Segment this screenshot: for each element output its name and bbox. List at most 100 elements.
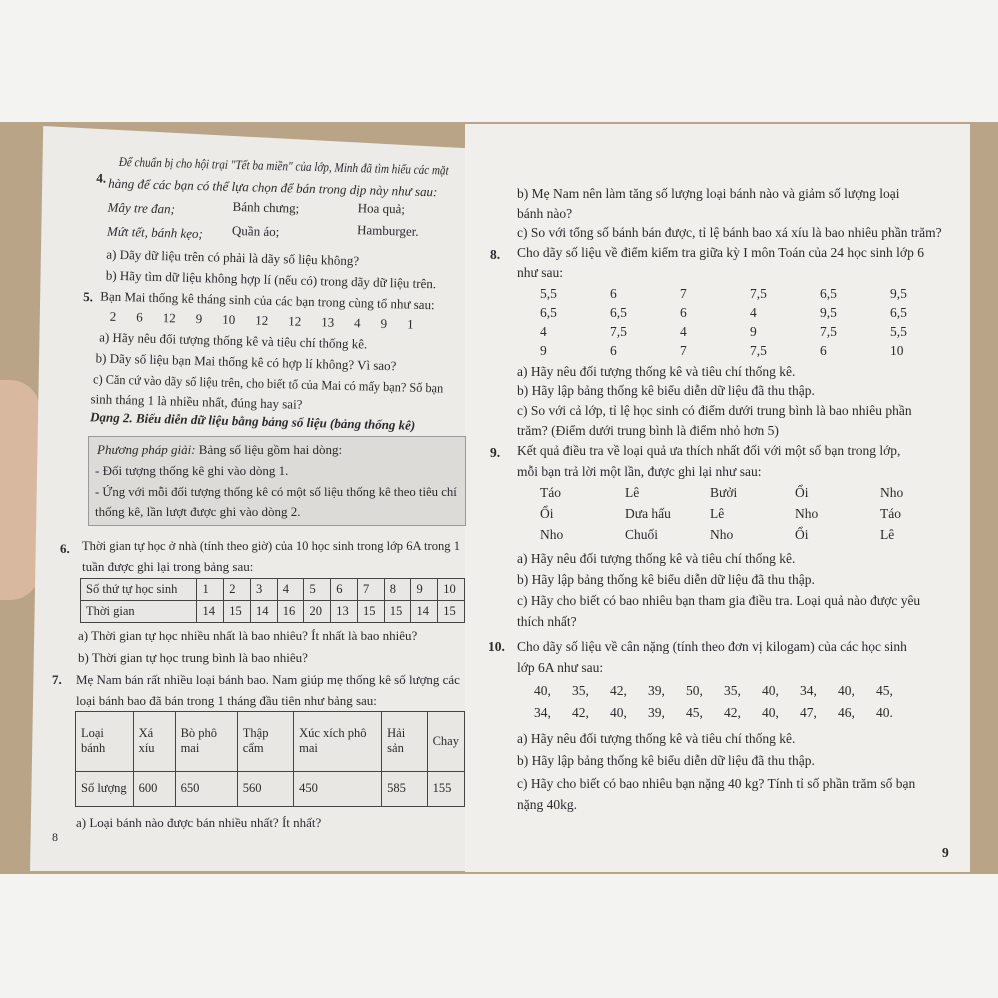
value-cell: Nho bbox=[710, 527, 734, 542]
table-row: Thời gian 14 15 14 16 20 13 15 15 14 15 bbox=[79, 600, 465, 623]
value-cell: 40, bbox=[838, 683, 855, 698]
q4-item: Hamburger. bbox=[356, 222, 419, 239]
q4-item: Quần áo; bbox=[231, 222, 280, 240]
table-row: Loại bánh Xá xíu Bò phô mai Thập cẩm Xúc xíc… bbox=[75, 711, 466, 772]
table-cell: 9 bbox=[410, 578, 439, 601]
q4-item: Hoa quả; bbox=[357, 200, 406, 217]
q9-text: mỗi bạn trả lời một lần, được ghi lại nh… bbox=[517, 464, 762, 479]
q7-text: Mẹ Nam bán rất nhiều loại bánh bao. Nam … bbox=[76, 672, 460, 687]
q5-value: 4 bbox=[353, 315, 361, 331]
method-box: Phương pháp giải: Bảng số liệu gồm hai d… bbox=[88, 436, 466, 526]
q8-text: Cho dãy số liệu về điểm kiểm tra giữa kỳ… bbox=[517, 245, 924, 260]
table-cell: 585 bbox=[381, 770, 428, 808]
q6-question-b: b) Thời gian tự học trung bình là bao nh… bbox=[78, 650, 308, 665]
table-cell: 7 bbox=[356, 578, 385, 601]
q8-question-a: a) Hãy nêu đối tượng thống kê và tiêu ch… bbox=[517, 364, 796, 379]
table-cell: 14 bbox=[249, 600, 278, 623]
q6-text: Thời gian tự học ở nhà (tính theo giờ) c… bbox=[82, 538, 461, 553]
table-cell: 15 bbox=[223, 600, 251, 623]
q10-text: lớp 6A như sau: bbox=[517, 660, 604, 675]
q5-value: 9 bbox=[380, 315, 388, 332]
value-cell: Lê bbox=[625, 485, 640, 500]
q6-number: 6. bbox=[60, 541, 70, 556]
value-cell: 42, bbox=[610, 683, 627, 698]
value-cell: Chuối bbox=[625, 527, 659, 542]
value-cell: 50, bbox=[686, 683, 703, 698]
table-cell: 15 bbox=[437, 600, 465, 623]
method-label: Phương pháp giải: bbox=[97, 442, 196, 457]
q8-text: như sau: bbox=[517, 265, 563, 280]
table-cell: 1 bbox=[196, 578, 225, 601]
q10-text: Cho dãy số liệu về cân nặng (tính theo đ… bbox=[517, 639, 907, 654]
value-cell: 46, bbox=[838, 705, 855, 720]
value-cell: 40. bbox=[876, 705, 893, 720]
table-cell: Số thứ tự học sinh bbox=[79, 578, 198, 601]
table-cell: Loại bánh bbox=[75, 711, 134, 772]
q10-question-a: a) Hãy nêu đối tượng thống kê và tiêu ch… bbox=[517, 731, 796, 746]
value-cell: Táo bbox=[540, 485, 561, 500]
q7-number: 7. bbox=[52, 672, 62, 687]
value-cell: 6,5 bbox=[820, 286, 837, 301]
value-cell: 6,5 bbox=[610, 305, 627, 320]
table-cell: Chay bbox=[426, 711, 466, 772]
hand bbox=[0, 380, 40, 600]
table-cell: 600 bbox=[132, 770, 176, 808]
right-page bbox=[465, 124, 970, 872]
q5-number: 5. bbox=[83, 289, 94, 305]
method-line: - Ứng với mỗi đối tượng thống kê có một … bbox=[95, 484, 457, 499]
q7-question-b: b) Mẹ Nam nên làm tăng số lượng loại bán… bbox=[517, 186, 900, 201]
value-cell: 5,5 bbox=[890, 324, 907, 339]
table-cell: 6 bbox=[330, 578, 358, 601]
value-cell: 47, bbox=[800, 705, 817, 720]
page-number: 9 bbox=[942, 845, 949, 860]
q8-question-b: b) Hãy lập bảng thống kê biểu diễn dữ li… bbox=[517, 383, 815, 398]
value-cell: Ổi bbox=[540, 506, 554, 521]
table-cell: Xúc xích phô mai bbox=[293, 711, 383, 772]
q5-value: 12 bbox=[255, 312, 269, 328]
q7-question-a: a) Loại bánh nào được bán nhiều nhất? Ít… bbox=[76, 815, 322, 830]
value-cell: 39, bbox=[648, 683, 665, 698]
table-cell: 650 bbox=[174, 770, 238, 808]
value-cell: Lê bbox=[710, 506, 725, 521]
q5-value: 2 bbox=[109, 308, 117, 324]
value-cell: Lê bbox=[880, 527, 895, 542]
value-cell: 10 bbox=[890, 343, 904, 358]
q9-question-a: a) Hãy nêu đối tượng thống kê và tiêu ch… bbox=[517, 551, 796, 566]
value-cell: 4 bbox=[750, 305, 757, 320]
value-cell: 9,5 bbox=[820, 305, 837, 320]
q7-text: loại bánh bao đã bán trong 1 tháng đầu t… bbox=[76, 693, 377, 708]
table-cell: 14 bbox=[410, 600, 439, 623]
table-cell: Bò phô mai bbox=[174, 711, 238, 772]
q8-question-c: c) So với cả lớp, tỉ lệ học sinh có điểm… bbox=[517, 403, 912, 418]
q9-text: Kết quả điều tra về loại quả ưa thích nh… bbox=[517, 443, 901, 458]
value-cell: 9 bbox=[540, 343, 547, 358]
value-cell: 40, bbox=[762, 705, 779, 720]
value-cell: Nho bbox=[795, 506, 819, 521]
q7-question-b: bánh nào? bbox=[517, 206, 573, 221]
table-cell: 450 bbox=[293, 770, 383, 808]
q5-value: 12 bbox=[287, 313, 302, 329]
table-cell: 3 bbox=[249, 578, 278, 601]
table-cell: Xá xíu bbox=[132, 711, 176, 772]
q10-question-c: c) Hãy cho biết có bao nhiêu bạn nặng 40… bbox=[517, 776, 916, 791]
value-cell: Bưởi bbox=[710, 485, 738, 500]
q4-item: Bánh chưng; bbox=[232, 198, 300, 216]
value-cell: 7,5 bbox=[610, 324, 627, 339]
table-row: Số lượng 600 650 560 450 585 155 bbox=[75, 770, 466, 808]
value-cell: 6 bbox=[610, 343, 617, 358]
q6-text: tuần được ghi lại trong bảng sau: bbox=[82, 559, 254, 574]
value-cell: 45, bbox=[876, 683, 893, 698]
q7-table: Loại bánh Xá xíu Bò phô mai Thập cẩm Xúc xíc… bbox=[75, 711, 466, 808]
value-cell: 35, bbox=[724, 683, 741, 698]
table-cell: 15 bbox=[356, 600, 385, 623]
value-cell: Táo bbox=[880, 506, 901, 521]
q5-value: 1 bbox=[406, 316, 414, 332]
table-cell: 155 bbox=[426, 770, 466, 808]
method-line: thống kê, lần lượt được ghi vào dòng 2. bbox=[95, 504, 301, 519]
table-cell: 4 bbox=[276, 578, 305, 601]
table-cell: 5 bbox=[303, 578, 332, 601]
table-cell: 16 bbox=[276, 600, 305, 623]
q7-question-c: c) So với tổng số bánh bán được, tỉ lệ b… bbox=[517, 225, 942, 240]
table-cell: 13 bbox=[330, 600, 358, 623]
table-cell: Thời gian bbox=[79, 600, 198, 623]
